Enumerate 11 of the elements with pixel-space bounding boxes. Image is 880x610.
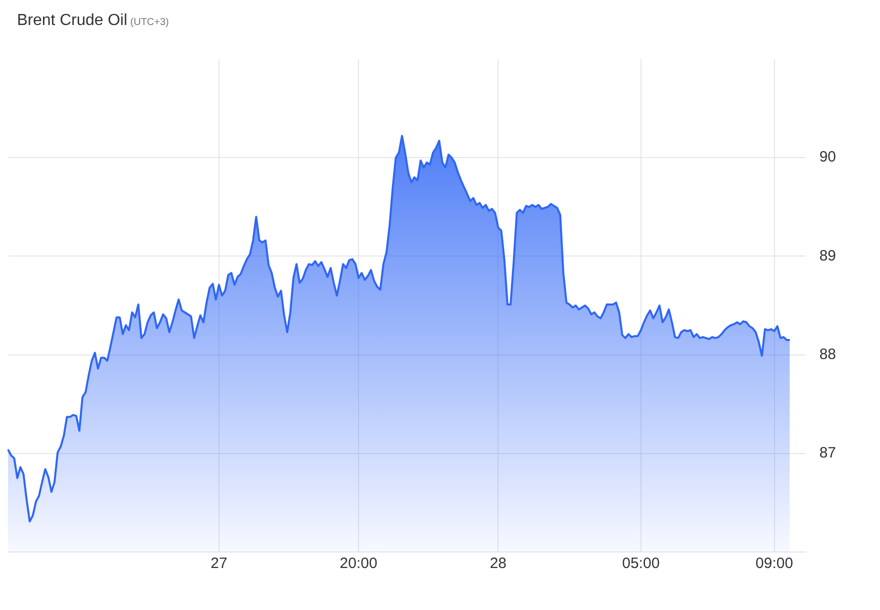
- x-tick-label: 27: [210, 555, 228, 572]
- y-tick-label: 89: [819, 247, 836, 264]
- x-tick-label: 20:00: [340, 555, 378, 572]
- y-tick-label: 88: [819, 346, 836, 363]
- chart-subtitle: (UTC+3): [130, 17, 169, 28]
- y-tick-label: 87: [819, 444, 836, 462]
- x-tick-label: 28: [490, 555, 507, 572]
- chart-title: Brent Crude Oil: [17, 12, 128, 29]
- y-tick-label: 90: [819, 148, 836, 166]
- x-tick-label: 09:00: [756, 555, 794, 572]
- x-tick-label: 05:00: [622, 555, 660, 572]
